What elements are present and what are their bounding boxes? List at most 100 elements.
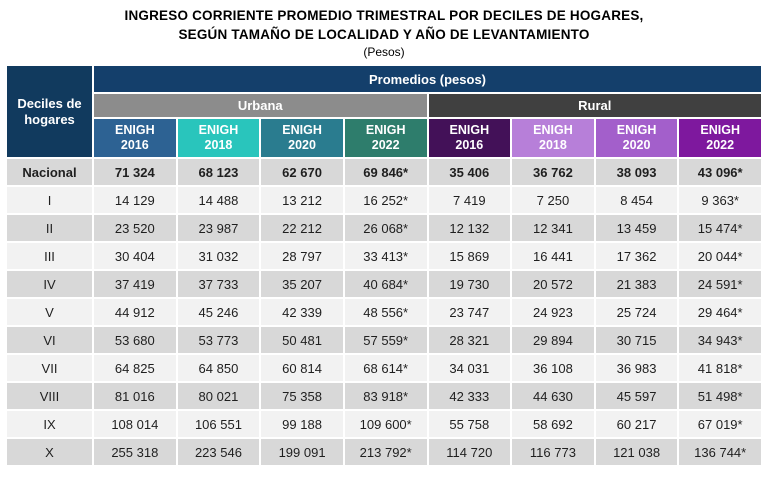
table-row-vii: VII 64 825 64 850 60 814 68 614* 34 031 36 108… [7, 355, 761, 381]
value-cell: 37 733 [177, 271, 260, 297]
table-row-ii: II 23 520 23 987 22 212 26 068* 12 132 12 341 1… [7, 215, 761, 241]
value-cell: 36 108 [512, 355, 594, 381]
title-block: INGRESO CORRIENTE PROMEDIO TRIMESTRAL PO… [0, 0, 768, 60]
value-cell: 62 670 [261, 159, 343, 185]
value-cell: 45 246 [177, 299, 260, 325]
corner-header-deciles-de-hogares: Deciles de hogares [7, 66, 92, 157]
value-cell: 24 923 [512, 299, 594, 325]
table-row-nacional: Nacional 71 324 68 123 62 670 69 846* 35 406 3… [7, 159, 761, 185]
value-cell: 12 132 [428, 215, 511, 241]
value-cell: 16 441 [512, 243, 594, 269]
year-header-rural-2016: ENIGH 2016 [428, 119, 511, 157]
year-header-urbana-2020: ENIGH 2020 [261, 119, 343, 157]
value-cell: 16 252* [344, 187, 427, 213]
value-cell: 34 031 [428, 355, 511, 381]
value-cell: 136 744* [679, 439, 761, 465]
page-subtitle: (Pesos) [363, 45, 405, 59]
value-cell: 17 362 [595, 243, 678, 269]
value-cell: 36 983 [595, 355, 678, 381]
value-cell: 43 096* [679, 159, 761, 185]
value-cell: 29 464* [679, 299, 761, 325]
value-cell: 7 250 [512, 187, 594, 213]
value-cell: 22 212 [261, 215, 343, 241]
table-row-iii: III 30 404 31 032 28 797 33 413* 15 869 16 441… [7, 243, 761, 269]
value-cell: 108 014 [94, 411, 176, 437]
value-cell: 121 038 [595, 439, 678, 465]
value-cell: 67 019* [679, 411, 761, 437]
value-cell: 48 556* [344, 299, 427, 325]
year-header-rural-2022: ENIGH 2022 [679, 119, 761, 157]
year-header-urbana-2022: ENIGH 2022 [344, 119, 427, 157]
decile-label: III [7, 243, 92, 269]
value-cell: 55 758 [428, 411, 511, 437]
table-row-i: I 14 129 14 488 13 212 16 252* 7 419 7 250 8 45… [7, 187, 761, 213]
value-cell: 51 498* [679, 383, 761, 409]
decile-label: V [7, 299, 92, 325]
value-cell: 44 912 [94, 299, 176, 325]
value-cell: 50 481 [261, 327, 343, 353]
value-cell: 64 825 [94, 355, 176, 381]
value-cell: 34 943* [679, 327, 761, 353]
table-row-iv: IV 37 419 37 733 35 207 40 684* 19 730 20 572 2… [7, 271, 761, 297]
value-cell: 24 591* [679, 271, 761, 297]
value-cell: 9 363* [679, 187, 761, 213]
year-header-rural-2018: ENIGH 2018 [512, 119, 594, 157]
value-cell: 14 488 [177, 187, 260, 213]
value-cell: 68 123 [177, 159, 260, 185]
value-cell: 114 720 [428, 439, 511, 465]
value-cell: 38 093 [595, 159, 678, 185]
value-cell: 58 692 [512, 411, 594, 437]
value-cell: 37 419 [94, 271, 176, 297]
income-deciles-table: Deciles de hogares Promedios (pesos) Urb… [5, 64, 763, 467]
decile-label: I [7, 187, 92, 213]
value-cell: 60 814 [261, 355, 343, 381]
value-cell: 14 129 [94, 187, 176, 213]
locality-group-row: Urbana Rural [7, 94, 761, 117]
value-cell: 71 324 [94, 159, 176, 185]
decile-label: Nacional [7, 159, 92, 185]
value-cell: 40 684* [344, 271, 427, 297]
value-cell: 83 918* [344, 383, 427, 409]
value-cell: 57 559* [344, 327, 427, 353]
value-cell: 223 546 [177, 439, 260, 465]
value-cell: 99 188 [261, 411, 343, 437]
value-cell: 23 747 [428, 299, 511, 325]
decile-label: VIII [7, 383, 92, 409]
table-row-ix: IX 108 014 106 551 99 188 109 600* 55 758 58 6… [7, 411, 761, 437]
page-title-line-2: SEGÚN TAMAÑO DE LOCALIDAD Y AÑO DE LEVAN… [178, 27, 590, 42]
value-cell: 8 454 [595, 187, 678, 213]
value-cell: 213 792* [344, 439, 427, 465]
value-cell: 33 413* [344, 243, 427, 269]
value-cell: 19 730 [428, 271, 511, 297]
table-row-vi: VI 53 680 53 773 50 481 57 559* 28 321 29 894 3… [7, 327, 761, 353]
table-row-x: X 255 318 223 546 199 091 213 792* 114 720 116… [7, 439, 761, 465]
value-cell: 13 459 [595, 215, 678, 241]
value-cell: 42 333 [428, 383, 511, 409]
value-cell: 31 032 [177, 243, 260, 269]
value-cell: 35 207 [261, 271, 343, 297]
table-header: Deciles de hogares Promedios (pesos) Urb… [7, 66, 761, 157]
value-cell: 255 318 [94, 439, 176, 465]
value-cell: 15 474* [679, 215, 761, 241]
value-cell: 106 551 [177, 411, 260, 437]
value-cell: 36 762 [512, 159, 594, 185]
table-row-v: V 44 912 45 246 42 339 48 556* 23 747 24 923 25… [7, 299, 761, 325]
value-cell: 199 091 [261, 439, 343, 465]
value-cell: 68 614* [344, 355, 427, 381]
year-header-urbana-2018: ENIGH 2018 [177, 119, 260, 157]
value-cell: 23 520 [94, 215, 176, 241]
value-cell: 69 846* [344, 159, 427, 185]
decile-label: VI [7, 327, 92, 353]
value-cell: 21 383 [595, 271, 678, 297]
value-cell: 7 419 [428, 187, 511, 213]
table-body: Nacional 71 324 68 123 62 670 69 846* 35 406 3… [7, 159, 761, 465]
value-cell: 26 068* [344, 215, 427, 241]
value-cell: 109 600* [344, 411, 427, 437]
value-cell: 20 044* [679, 243, 761, 269]
value-cell: 64 850 [177, 355, 260, 381]
value-cell: 20 572 [512, 271, 594, 297]
value-cell: 15 869 [428, 243, 511, 269]
value-cell: 23 987 [177, 215, 260, 241]
value-cell: 75 358 [261, 383, 343, 409]
value-cell: 35 406 [428, 159, 511, 185]
